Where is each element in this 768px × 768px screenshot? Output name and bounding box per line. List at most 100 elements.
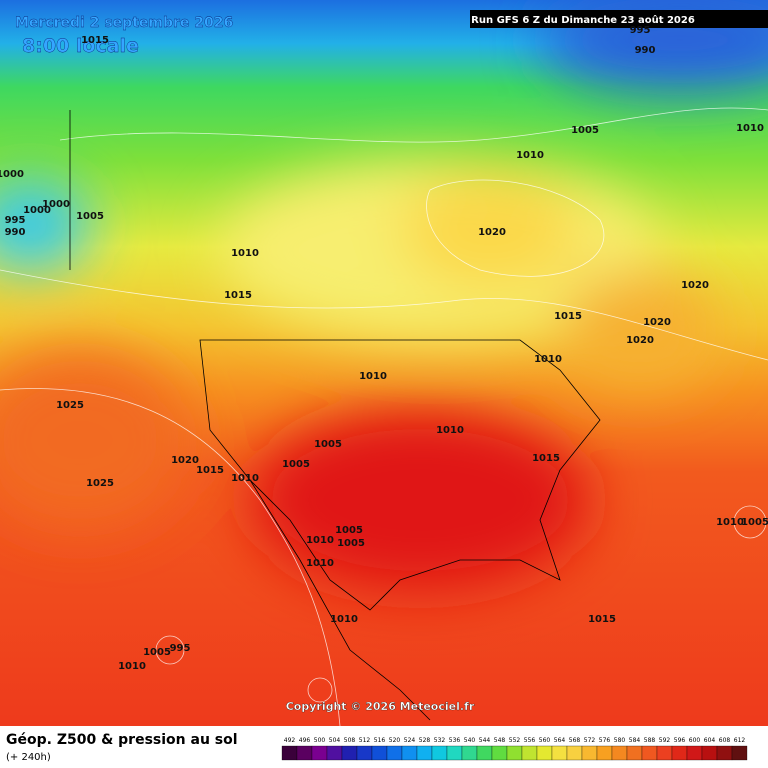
isobar-label: 1010 — [716, 517, 744, 528]
isobar-label: 1000 — [23, 205, 51, 216]
scale-swatch — [311, 745, 328, 761]
date-label: Mercredi 2 septembre 2026 — [15, 15, 233, 31]
scale-label: 496 — [299, 737, 311, 744]
isobar-label: 1005 — [143, 647, 171, 658]
scale-label: 608 — [719, 737, 731, 744]
isobar-label: 1015 — [81, 35, 109, 46]
isobar-label: 995 — [170, 643, 191, 654]
scale-label: 604 — [704, 737, 716, 744]
scale-swatch — [446, 745, 463, 761]
isobar-labels: 1015995990100510101010100099599010001000… — [0, 25, 768, 672]
scale-swatch — [671, 745, 688, 761]
scale-swatch — [281, 745, 298, 761]
scale-label: 564 — [554, 737, 566, 744]
isobar-label: 1010 — [231, 248, 259, 259]
isobar-label: 1010 — [359, 371, 387, 382]
scale-label: 568 — [569, 737, 581, 744]
run-label: Run GFS 6 Z du Dimanche 23 août 2026 — [471, 14, 695, 26]
isobar-label: 990 — [5, 227, 26, 238]
scale-swatch — [431, 745, 448, 761]
isobar-label: 1005 — [571, 125, 599, 136]
isobar-label: 1010 — [231, 473, 259, 484]
scale-swatch — [581, 745, 598, 761]
isobar-label: 1020 — [626, 335, 654, 346]
scale-label: 560 — [539, 737, 551, 744]
isobar-label: 1010 — [306, 558, 334, 569]
scale-label: 612 — [734, 737, 746, 744]
isobar-label: 1025 — [86, 478, 114, 489]
scale-swatch — [551, 745, 568, 761]
isobar-label: 1010 — [118, 661, 146, 672]
scale-label: 492 — [284, 737, 296, 744]
isobar-label: 1010 — [436, 425, 464, 436]
footer-title: Géop. Z500 & pression au sol — [6, 732, 238, 748]
color-scale: 492 496 500 504 508 512 516 520 524 528 532 536 540 5… — [281, 737, 748, 761]
isobar-label: 995 — [630, 25, 651, 36]
scale-swatch — [521, 745, 538, 761]
scale-swatch — [731, 745, 748, 761]
scale-label: 516 — [374, 737, 386, 744]
isobar-label: 1020 — [643, 317, 671, 328]
borders — [69, 110, 601, 721]
scale-swatch — [326, 745, 343, 761]
scale-label: 600 — [689, 737, 701, 744]
scale-label: 576 — [599, 737, 611, 744]
scale-swatch — [701, 745, 718, 761]
scale-swatch — [566, 745, 583, 761]
scale-swatch — [461, 745, 478, 761]
isobar-label: 1015 — [554, 311, 582, 322]
scale-label: 508 — [344, 737, 356, 744]
scale-label: 596 — [674, 737, 686, 744]
scale-label: 528 — [419, 737, 431, 744]
scale-label: 572 — [584, 737, 596, 744]
isobar-label: 1020 — [681, 280, 709, 291]
scale-label: 544 — [479, 737, 491, 744]
isobar-label: 1005 — [76, 211, 104, 222]
scale-swatch — [341, 745, 358, 761]
scale-label: 500 — [314, 737, 326, 744]
scale-swatch — [506, 745, 523, 761]
isobar-label: 1005 — [282, 459, 310, 470]
isobar-label: 1005 — [335, 525, 363, 536]
scale-label: 556 — [524, 737, 536, 744]
scale-swatch — [626, 745, 643, 761]
scale-swatch — [401, 745, 418, 761]
run-box — [470, 10, 768, 28]
scale-swatch — [296, 745, 313, 761]
scale-swatch — [536, 745, 553, 761]
scale-label: 524 — [404, 737, 416, 744]
scale-label: 504 — [329, 737, 341, 744]
scale-label: 532 — [434, 737, 446, 744]
scale-swatch — [356, 745, 373, 761]
isobar-label: 1010 — [306, 535, 334, 546]
isobar-label: 990 — [635, 45, 656, 56]
isobar-label: 1010 — [330, 614, 358, 625]
isobar-label: 1015 — [224, 290, 252, 301]
isobar-label: 1025 — [56, 400, 84, 411]
scale-swatch — [416, 745, 433, 761]
scale-swatch — [611, 745, 628, 761]
isobar-label: 1020 — [478, 227, 506, 238]
isobar-label: 1010 — [516, 150, 544, 161]
scale-swatch — [716, 745, 733, 761]
isobar-label: 1000 — [42, 199, 70, 210]
scale-label: 588 — [644, 737, 656, 744]
scale-swatch — [386, 745, 403, 761]
scale-label: 520 — [389, 737, 401, 744]
scale-swatch — [686, 745, 703, 761]
scale-swatch — [641, 745, 658, 761]
scale-swatch — [596, 745, 613, 761]
scale-label: 552 — [509, 737, 521, 744]
time-label: 8:00 locale — [22, 35, 139, 57]
scale-swatch — [371, 745, 388, 761]
isobar-label: 1005 — [741, 517, 768, 528]
scale-swatch — [656, 745, 673, 761]
isobar-label: 1000 — [0, 169, 24, 180]
scale-label: 536 — [449, 737, 461, 744]
isobar-label: 1010 — [534, 354, 562, 365]
isobar-label: 1015 — [196, 465, 224, 476]
isobar-label: 1015 — [532, 453, 560, 464]
scale-swatch — [476, 745, 493, 761]
isobar-label: 1005 — [337, 538, 365, 549]
